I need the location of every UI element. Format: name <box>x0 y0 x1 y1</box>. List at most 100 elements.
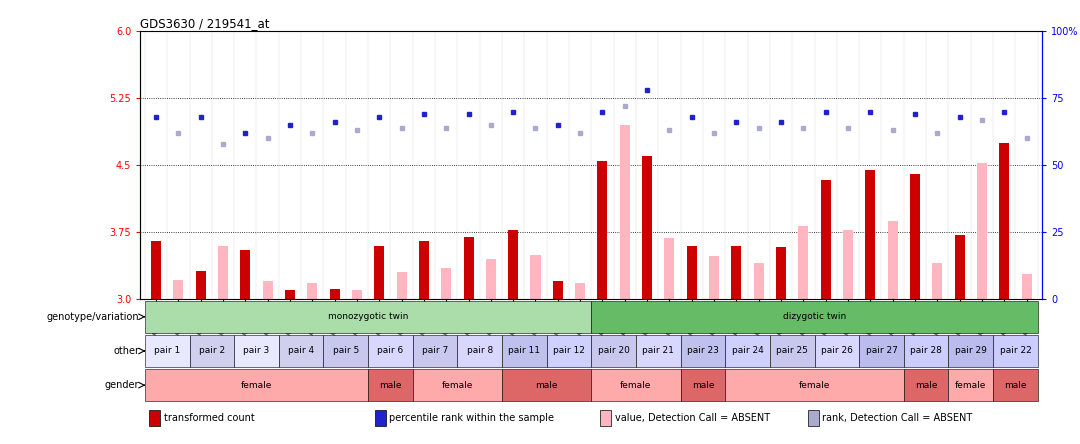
Bar <box>262 281 272 299</box>
Text: female: female <box>799 381 831 390</box>
Bar <box>375 246 384 299</box>
Text: female: female <box>620 381 651 390</box>
Text: pair 20: pair 20 <box>597 346 630 356</box>
Bar <box>457 335 502 367</box>
Bar <box>368 335 413 367</box>
Bar <box>329 289 339 299</box>
Bar <box>888 221 897 299</box>
Bar <box>234 335 279 367</box>
Bar <box>808 410 819 426</box>
Text: value, Detection Call = ABSENT: value, Detection Call = ABSENT <box>615 413 770 423</box>
Bar <box>502 335 546 367</box>
Text: gender: gender <box>105 380 139 390</box>
Bar <box>546 335 592 367</box>
Bar <box>932 263 943 299</box>
Bar <box>592 301 1038 333</box>
Bar <box>576 283 585 299</box>
Bar <box>149 410 160 426</box>
Text: pair 23: pair 23 <box>687 346 719 356</box>
Text: female: female <box>442 381 473 390</box>
Bar <box>352 290 362 299</box>
Bar <box>173 280 184 299</box>
Bar <box>955 235 964 299</box>
Bar <box>396 273 406 299</box>
Bar <box>680 335 726 367</box>
Bar <box>777 247 786 299</box>
Text: pair 29: pair 29 <box>955 346 987 356</box>
Bar <box>904 369 948 401</box>
Bar <box>726 335 770 367</box>
Text: monozygotic twin: monozygotic twin <box>328 312 408 321</box>
Bar <box>530 254 540 299</box>
Text: pair 1: pair 1 <box>154 346 180 356</box>
Bar <box>285 290 295 299</box>
Bar <box>994 335 1038 367</box>
Bar <box>463 237 473 299</box>
Bar <box>419 241 429 299</box>
Text: pair 3: pair 3 <box>243 346 270 356</box>
Text: male: male <box>379 381 402 390</box>
Bar <box>710 256 719 299</box>
Text: pair 4: pair 4 <box>288 346 314 356</box>
Bar <box>218 246 228 299</box>
Bar <box>486 259 496 299</box>
Bar <box>843 230 853 299</box>
Text: pair 7: pair 7 <box>422 346 448 356</box>
Bar <box>994 369 1038 401</box>
Text: female: female <box>955 381 986 390</box>
Text: female: female <box>241 381 272 390</box>
Bar <box>865 170 876 299</box>
Text: pair 21: pair 21 <box>643 346 674 356</box>
Text: pair 25: pair 25 <box>777 346 808 356</box>
Text: pair 5: pair 5 <box>333 346 359 356</box>
Text: transformed count: transformed count <box>164 413 255 423</box>
Bar <box>620 125 630 299</box>
Bar <box>999 143 1010 299</box>
Text: pair 6: pair 6 <box>377 346 404 356</box>
Bar <box>687 246 697 299</box>
Bar <box>279 335 323 367</box>
Bar <box>814 335 860 367</box>
Bar <box>553 281 563 299</box>
Text: pair 28: pair 28 <box>910 346 942 356</box>
Bar <box>948 369 994 401</box>
Bar <box>240 250 251 299</box>
Bar <box>502 369 592 401</box>
Bar <box>948 335 994 367</box>
Bar <box>643 156 652 299</box>
Bar <box>151 241 161 299</box>
Bar <box>413 369 502 401</box>
Bar <box>413 335 457 367</box>
Bar <box>145 335 189 367</box>
Bar <box>860 335 904 367</box>
Text: other: other <box>113 346 139 356</box>
Bar <box>680 369 726 401</box>
Bar <box>1022 274 1031 299</box>
Text: male: male <box>915 381 937 390</box>
Text: GDS3630 / 219541_at: GDS3630 / 219541_at <box>140 17 270 30</box>
Bar <box>636 335 680 367</box>
Bar <box>145 369 368 401</box>
Bar <box>323 335 368 367</box>
Bar <box>307 283 318 299</box>
Text: pair 26: pair 26 <box>821 346 853 356</box>
Text: pair 24: pair 24 <box>731 346 764 356</box>
Bar <box>195 271 205 299</box>
Bar <box>509 230 518 299</box>
Text: dizygotic twin: dizygotic twin <box>783 312 846 321</box>
Text: genotype/variation: genotype/variation <box>46 312 139 322</box>
Text: pair 27: pair 27 <box>865 346 897 356</box>
Bar <box>375 410 386 426</box>
Bar <box>821 180 831 299</box>
Text: male: male <box>691 381 714 390</box>
Bar <box>592 335 636 367</box>
Text: male: male <box>1004 381 1027 390</box>
Bar <box>798 226 808 299</box>
Text: pair 22: pair 22 <box>999 346 1031 356</box>
Bar <box>664 238 674 299</box>
Bar <box>770 335 814 367</box>
Bar <box>442 268 451 299</box>
Text: pair 12: pair 12 <box>553 346 585 356</box>
Bar <box>368 369 413 401</box>
Text: male: male <box>536 381 558 390</box>
